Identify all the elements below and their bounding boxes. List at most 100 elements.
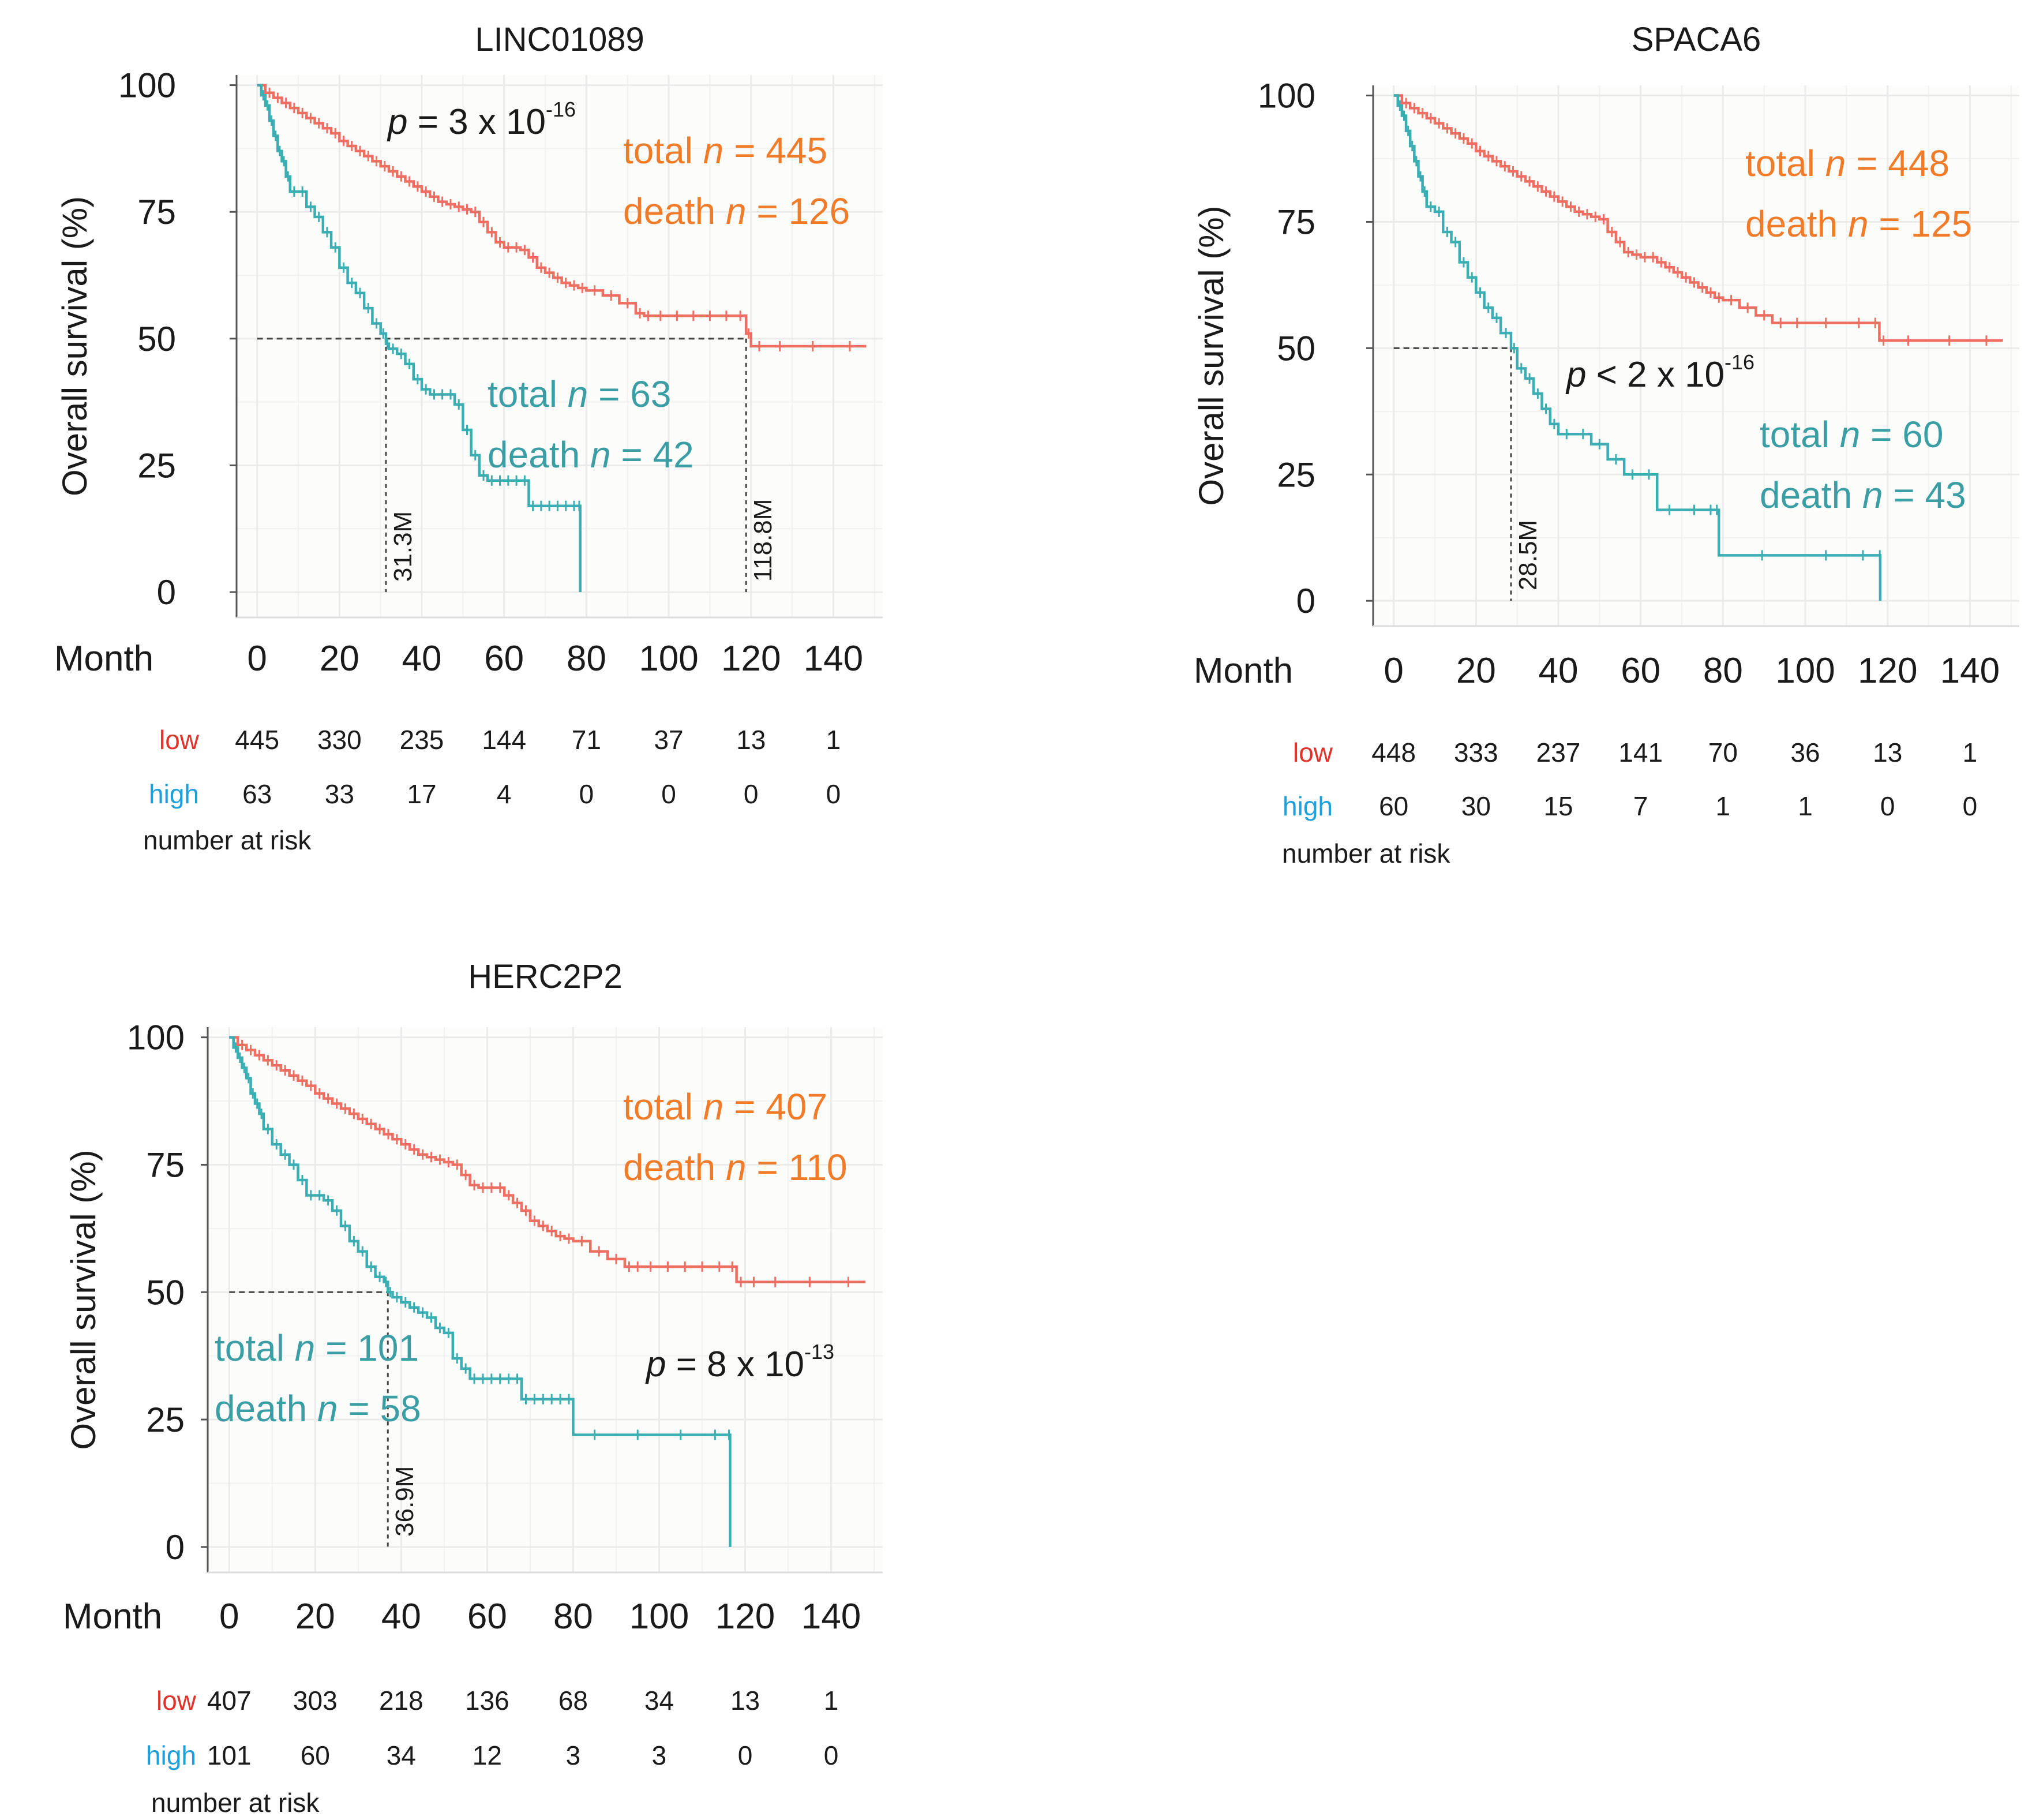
n-symbol: n <box>1840 414 1861 455</box>
median-label: 118.8M <box>749 499 777 582</box>
risk-value-low: 136 <box>465 1686 509 1716</box>
risk-value-high: 0 <box>1963 791 1978 821</box>
n-symbol: n <box>590 434 611 475</box>
p-value-exponent: -16 <box>1724 350 1754 374</box>
death-word: death <box>1745 203 1848 245</box>
risk-value-high: 12 <box>473 1740 502 1770</box>
high-death-annotation: death n = 43 <box>1760 474 1966 516</box>
risk-value-low: 445 <box>235 725 279 755</box>
x-tick-label: 100 <box>639 639 698 679</box>
low-total-annotation: total n = 448 <box>1745 143 1949 184</box>
x-tick-label: 20 <box>295 1597 335 1636</box>
p-value-annotation: p = 8 x 10-13 <box>645 1340 834 1384</box>
median-label: 36.9M <box>391 1466 419 1537</box>
n-symbol: n <box>726 1147 747 1188</box>
low-total-value: 448 <box>1888 143 1949 184</box>
p-value-exponent: -16 <box>546 98 576 121</box>
y-tick-label: 0 <box>166 1528 185 1567</box>
total-word: total <box>623 1086 703 1128</box>
chart-title: HERC2P2 <box>468 958 623 995</box>
risk-value-low: 330 <box>317 725 362 755</box>
n-symbol: n <box>317 1388 338 1429</box>
y-axis-title: Overall survival (%) <box>55 196 94 496</box>
high-total-annotation: total n = 60 <box>1760 414 1943 455</box>
risk-value-low: 235 <box>400 725 444 755</box>
total-word: total <box>1760 414 1840 455</box>
risk-value-high: 15 <box>1543 791 1573 821</box>
risk-value-high: 1 <box>1716 791 1731 821</box>
equals-sign: = <box>588 373 630 415</box>
risk-value-high: 17 <box>407 779 436 809</box>
high-death-annotation: death n = 58 <box>215 1388 421 1429</box>
high-total-annotation: total n = 63 <box>488 373 671 415</box>
y-axis-title: Overall survival (%) <box>1192 205 1231 505</box>
risk-table-caption: number at risk <box>151 1788 320 1818</box>
total-word: total <box>1745 143 1825 184</box>
y-tick-label: 50 <box>137 320 176 358</box>
chart-title: SPACA6 <box>1632 21 1761 58</box>
low-total-value: 445 <box>766 130 827 171</box>
p-value-annotation: p < 2 x 10-16 <box>1565 350 1754 395</box>
risk-value-high: 60 <box>1379 791 1408 821</box>
risk-value-low: 1 <box>1963 737 1978 767</box>
high-death-annotation: death n = 42 <box>488 434 694 475</box>
risk-value-high: 0 <box>661 779 676 809</box>
risk-value-low: 218 <box>379 1686 423 1716</box>
risk-value-high: 3 <box>652 1740 667 1770</box>
plot-background <box>208 1027 883 1572</box>
total-word: total <box>215 1327 295 1369</box>
x-tick-label: 100 <box>1775 651 1835 691</box>
x-tick-label: 20 <box>320 639 359 679</box>
y-tick-label: 75 <box>137 193 176 231</box>
x-tick-label: 100 <box>629 1597 689 1636</box>
risk-value-high: 4 <box>497 779 512 809</box>
survival-curve-high <box>229 1036 732 1547</box>
x-tick-label: 80 <box>567 639 606 679</box>
median-label: 31.3M <box>389 511 417 582</box>
risk-value-high: 30 <box>1461 791 1491 821</box>
risk-value-high: 3 <box>566 1740 581 1770</box>
risk-value-high: 101 <box>207 1740 252 1770</box>
y-tick-label: 25 <box>137 446 176 485</box>
p-symbol: p <box>387 102 407 142</box>
median-label: 28.5M <box>1514 520 1542 590</box>
risk-value-high: 0 <box>579 779 594 809</box>
p-value-annotation: p = 3 x 10-16 <box>387 98 576 142</box>
low-death-annotation: death n = 126 <box>623 190 850 232</box>
risk-value-low: 37 <box>654 725 683 755</box>
n-symbol: n <box>703 1086 724 1128</box>
x-tick-label: 140 <box>1940 651 2000 691</box>
high-death-value: 42 <box>653 434 693 475</box>
p-symbol: p <box>645 1345 666 1384</box>
low-death-value: 125 <box>1910 203 1972 245</box>
risk-value-low: 71 <box>572 725 601 755</box>
risk-table-caption: number at risk <box>1282 838 1450 868</box>
risk-value-high: 7 <box>1633 791 1648 821</box>
n-symbol: n <box>1862 474 1883 516</box>
risk-value-low: 13 <box>730 1686 760 1716</box>
survival-curve-high <box>1393 94 1882 601</box>
high-death-value: 43 <box>1925 474 1966 516</box>
risk-row-label-low: low <box>1293 737 1333 767</box>
y-tick-label: 0 <box>1296 582 1315 620</box>
equals-sign: = <box>1846 143 1888 184</box>
risk-value-high: 0 <box>1880 791 1895 821</box>
x-tick-label: 80 <box>553 1597 593 1636</box>
low-death-value: 126 <box>788 190 850 232</box>
risk-row-label-high: high <box>1283 791 1333 821</box>
y-tick-label: 75 <box>1277 203 1315 241</box>
risk-table-caption: number at risk <box>143 825 312 855</box>
low-death-annotation: death n = 125 <box>1745 203 1972 245</box>
equals-sign: = <box>1869 203 1911 245</box>
x-tick-label: 40 <box>381 1597 421 1636</box>
risk-value-low: 70 <box>1708 737 1738 767</box>
x-tick-label: 140 <box>801 1597 861 1636</box>
risk-row-label-low: low <box>159 725 200 755</box>
risk-value-low: 407 <box>207 1686 252 1716</box>
risk-value-low: 141 <box>1618 737 1663 767</box>
risk-value-high: 60 <box>301 1740 330 1770</box>
